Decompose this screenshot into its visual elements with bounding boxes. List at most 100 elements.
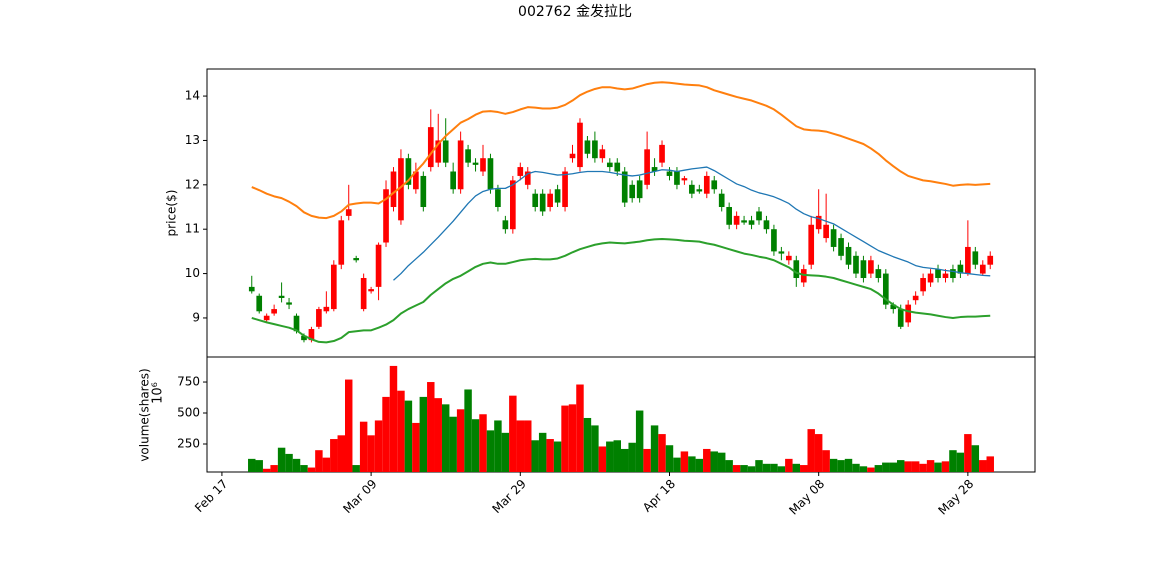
candle-body bbox=[510, 180, 516, 230]
y-tick-label: 10 bbox=[185, 266, 200, 280]
volume-bar bbox=[777, 466, 786, 472]
volume-bar bbox=[479, 414, 487, 472]
candle-body bbox=[621, 171, 628, 203]
candle-body bbox=[338, 220, 345, 265]
volume-bar bbox=[785, 458, 793, 472]
candle-body bbox=[808, 224, 815, 265]
candle-body bbox=[271, 309, 277, 314]
candle-body bbox=[897, 309, 904, 327]
candle-body bbox=[748, 220, 755, 225]
volume-bar bbox=[770, 463, 778, 472]
volume-bar bbox=[882, 462, 890, 472]
candle-body bbox=[890, 304, 897, 310]
candle-body bbox=[398, 158, 404, 221]
volume-offset-label: 10⁶ bbox=[151, 382, 166, 404]
candle-body bbox=[375, 244, 382, 287]
candle-body bbox=[778, 251, 785, 254]
volume-bar bbox=[471, 419, 480, 472]
candle-body bbox=[450, 171, 456, 190]
volume-bar bbox=[397, 390, 405, 472]
volume-bar bbox=[911, 461, 920, 472]
volume-bar bbox=[867, 467, 875, 472]
y-tick-label: 14 bbox=[185, 89, 200, 103]
candle-body bbox=[472, 162, 479, 165]
volume-bar bbox=[740, 465, 748, 472]
volume-bar bbox=[658, 434, 666, 472]
candle-body bbox=[487, 158, 494, 190]
volume-bar bbox=[315, 450, 323, 472]
x-tick-label: Mar 29 bbox=[489, 477, 528, 516]
candle-body bbox=[547, 193, 553, 208]
candle-body bbox=[435, 140, 442, 163]
volume-tick-label: 500 bbox=[177, 406, 200, 420]
volume-bar bbox=[270, 465, 278, 472]
candle-body bbox=[286, 302, 292, 305]
candle-body bbox=[330, 264, 337, 310]
volume-bar bbox=[897, 460, 905, 472]
candle-body bbox=[920, 278, 926, 292]
volume-bar bbox=[628, 442, 636, 472]
candle-body bbox=[592, 140, 598, 159]
candle-body bbox=[987, 255, 994, 265]
volume-tick-label: 250 bbox=[177, 436, 200, 450]
volume-bar bbox=[949, 450, 957, 472]
band-line bbox=[251, 81, 991, 220]
volume-bar bbox=[441, 404, 450, 472]
volume-bar bbox=[874, 465, 883, 472]
candle-body bbox=[741, 220, 747, 223]
volume-bar bbox=[359, 421, 368, 472]
volume-bar bbox=[964, 434, 972, 472]
y-tick-label: 12 bbox=[185, 177, 200, 191]
volume-bar bbox=[427, 382, 435, 472]
volume-bar bbox=[374, 420, 383, 472]
volume-bar bbox=[262, 468, 271, 472]
volume-bar bbox=[814, 434, 823, 472]
x-tick-label: Mar 09 bbox=[340, 477, 379, 516]
candle-body bbox=[427, 127, 434, 168]
y-axis-label: price($) bbox=[165, 190, 179, 237]
volume-bar bbox=[829, 458, 838, 472]
candle-body bbox=[868, 260, 874, 274]
volume-bar bbox=[345, 379, 353, 472]
volume-bar bbox=[248, 458, 256, 472]
candle-body bbox=[786, 255, 792, 261]
candle-body bbox=[539, 193, 546, 212]
candle-body bbox=[569, 153, 576, 159]
volume-bar bbox=[531, 440, 539, 472]
volume-bar bbox=[919, 463, 927, 472]
candle-body bbox=[480, 158, 486, 172]
volume-bar bbox=[979, 460, 987, 472]
x-tick-label: Feb 17 bbox=[192, 477, 230, 515]
volume-bar bbox=[971, 445, 980, 472]
candle-body bbox=[323, 306, 330, 312]
candle-body bbox=[875, 269, 882, 279]
candle-body bbox=[248, 286, 255, 292]
y-tick-label: 13 bbox=[185, 133, 200, 147]
volume-bar bbox=[800, 465, 808, 472]
volume-bar bbox=[367, 435, 375, 472]
volume-bar bbox=[926, 460, 935, 472]
volume-bar bbox=[352, 465, 360, 472]
candle-body bbox=[681, 178, 688, 181]
volume-bar bbox=[695, 458, 704, 472]
volume-bar bbox=[464, 389, 472, 472]
candle-body bbox=[420, 175, 427, 208]
volume-bar bbox=[300, 465, 308, 472]
volume-bar bbox=[568, 404, 577, 472]
y-tick-label: 11 bbox=[185, 222, 200, 236]
volume-bar bbox=[322, 457, 331, 472]
candle-body bbox=[263, 315, 270, 321]
candle-body bbox=[830, 229, 837, 247]
candle-body bbox=[353, 258, 360, 261]
candle-body bbox=[860, 260, 867, 279]
candle-body bbox=[517, 167, 524, 176]
candle-body bbox=[957, 264, 964, 274]
candle-body bbox=[599, 149, 606, 159]
candle-body bbox=[912, 295, 919, 301]
band-line bbox=[393, 166, 991, 281]
candle-body bbox=[711, 180, 718, 190]
y-tick-label: 9 bbox=[192, 310, 200, 324]
candle-body bbox=[763, 220, 770, 230]
candle-body bbox=[733, 215, 740, 225]
candle-body bbox=[674, 171, 680, 185]
